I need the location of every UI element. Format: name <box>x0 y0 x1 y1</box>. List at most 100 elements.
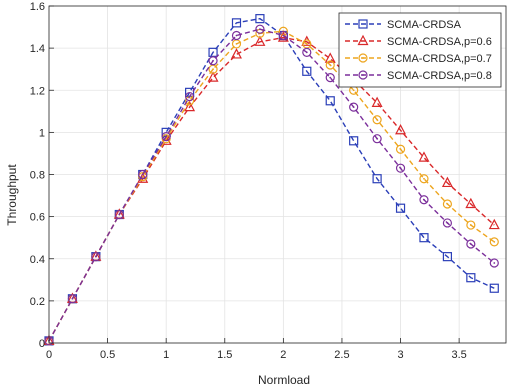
circle-marker-dot <box>94 255 97 258</box>
circle-marker <box>278 30 288 41</box>
circle-marker <box>349 102 359 112</box>
circle-marker-dot <box>446 222 449 224</box>
circle-marker <box>67 294 78 304</box>
circle-marker-dot <box>469 243 472 245</box>
circle-marker-dot <box>71 297 74 300</box>
triangle-marker <box>418 151 430 162</box>
x-tick-label: 0 <box>46 349 52 361</box>
circle-marker-ring <box>302 47 312 57</box>
circle-marker-ring <box>114 209 124 220</box>
y-tick-label: 0.2 <box>30 296 45 308</box>
circle-marker-ring <box>489 258 499 268</box>
circle-marker-dot <box>376 118 379 121</box>
legend-label: SCMA-CRDSA <box>387 19 462 31</box>
circle-marker <box>91 252 101 262</box>
circle-marker-dot <box>118 213 121 216</box>
circle-marker-ring <box>278 30 288 41</box>
circle-marker <box>208 56 218 66</box>
circle-marker-ring <box>419 195 429 205</box>
legend-entry: SCMA-CRDSA,p=0.6 <box>345 34 492 48</box>
legend-label: SCMA-CRDSA,p=0.6 <box>387 36 492 48</box>
circle-marker-dot <box>423 177 425 180</box>
y-tick-label: 1.2 <box>30 85 45 97</box>
circle-marker-ring <box>161 131 171 142</box>
circle-marker <box>489 237 499 247</box>
circle-marker-ring <box>208 56 218 66</box>
y-tick-label: 0.8 <box>30 170 45 182</box>
circle-marker-ring <box>325 60 335 70</box>
y-axis-label: Throughput <box>5 164 19 226</box>
circle-marker-ring <box>442 199 453 209</box>
triangle-marker <box>441 176 453 188</box>
triangle-marker <box>465 197 477 209</box>
circle-marker-dot <box>305 43 308 45</box>
triangle-marker <box>184 100 196 112</box>
circle-marker-ring <box>395 163 406 173</box>
circle-marker-dot <box>282 34 285 37</box>
x-tick-label: 3.5 <box>451 349 466 361</box>
series-line <box>48 28 495 342</box>
circle-marker-ring <box>91 252 101 262</box>
x-tick-label: 1 <box>163 349 169 361</box>
circle-marker <box>442 199 453 209</box>
triangle-marker <box>371 96 383 107</box>
circle-marker <box>358 53 368 63</box>
triangle-marker <box>254 35 266 46</box>
legend-label: SCMA-CRDSA,p=0.7 <box>387 53 492 65</box>
triangle-marker <box>230 48 242 59</box>
circle-marker-dot <box>446 203 449 205</box>
square-marker <box>466 273 476 283</box>
circle-marker-ring <box>138 169 148 180</box>
series-line <box>48 36 495 342</box>
circle-marker-dot <box>165 135 168 138</box>
circle-marker-dot <box>329 64 332 66</box>
square-marker <box>349 136 359 146</box>
square-marker <box>325 96 335 106</box>
square-marker <box>419 233 429 243</box>
triangle-marker <box>324 52 336 63</box>
circle-marker-ring <box>489 237 499 247</box>
x-tick-label: 3 <box>397 349 403 361</box>
y-tick-label: 1.4 <box>30 43 45 55</box>
circle-marker-dot <box>235 43 238 45</box>
circle-marker <box>489 258 499 268</box>
circle-marker-ring <box>419 174 429 184</box>
circle-marker-dot <box>141 173 144 176</box>
y-tick-label: 1.6 <box>30 1 45 13</box>
circle-marker-ring <box>185 91 195 102</box>
circle-marker-ring <box>358 53 368 63</box>
circle-marker-ring <box>442 218 453 228</box>
circle-marker-dot <box>469 224 472 226</box>
square-marker <box>489 283 499 293</box>
circle-marker-ring <box>395 144 406 154</box>
circle-marker-ring <box>349 102 359 112</box>
triangle-marker <box>207 71 219 82</box>
legend-entry: SCMA-CRDSA,p=0.8 <box>345 70 492 82</box>
circle-marker <box>161 131 171 142</box>
circle-marker-ring <box>466 239 476 249</box>
circle-marker <box>114 209 124 220</box>
series-layer <box>43 14 500 346</box>
circle-marker-ring <box>255 24 265 34</box>
y-tick-label: 0.4 <box>30 254 45 266</box>
triangle-marker <box>488 218 500 230</box>
x-tick-label: 2 <box>280 349 286 361</box>
legend: SCMA-CRDSA SCMA-CRDSA,p=0.6 SCMA-CRDSA,p=0… <box>338 12 502 88</box>
circle-marker-dot <box>376 137 379 140</box>
circle-marker-dot <box>493 241 496 243</box>
circle-marker-dot <box>352 106 355 108</box>
circle-marker-ring <box>358 70 368 80</box>
legend-label: SCMA-CRDSA,p=0.8 <box>387 70 492 82</box>
square-marker <box>302 66 312 76</box>
triangle-marker <box>395 123 407 135</box>
circle-marker <box>442 218 453 228</box>
x-tick-label: 1.5 <box>217 349 232 361</box>
circle-marker-dot <box>212 68 214 71</box>
circle-marker <box>255 24 265 34</box>
circle-marker-dot <box>362 57 364 59</box>
square-marker <box>231 18 242 28</box>
series-4 <box>44 24 499 346</box>
circle-marker-ring <box>67 294 78 304</box>
x-axis-label: Normload <box>258 373 310 387</box>
